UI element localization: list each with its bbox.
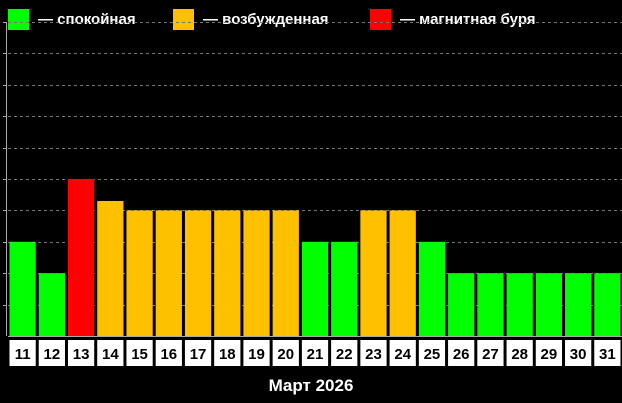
x-tick-label: 26 bbox=[453, 346, 470, 363]
day-label-box bbox=[126, 340, 153, 366]
x-tick-label: 24 bbox=[394, 346, 411, 363]
x-tick-label: 15 bbox=[131, 346, 148, 363]
day-label-box bbox=[9, 340, 36, 366]
x-tick-label: 30 bbox=[570, 346, 587, 363]
x-axis-label: Март 2026 bbox=[268, 376, 354, 395]
bar-day-28 bbox=[506, 273, 533, 336]
x-tick-label: 18 bbox=[219, 346, 236, 363]
bar-day-11 bbox=[9, 241, 36, 336]
bar-day-14 bbox=[97, 200, 124, 336]
day-label-box bbox=[155, 340, 182, 366]
day-label-box bbox=[389, 340, 416, 366]
day-label-box bbox=[360, 340, 387, 366]
bar-day-23 bbox=[360, 210, 387, 336]
legend-item-calm: — спокойная bbox=[8, 8, 136, 30]
day-label-box bbox=[97, 340, 124, 366]
bar-day-16 bbox=[155, 210, 182, 336]
bar-day-26 bbox=[448, 273, 475, 336]
day-label-box bbox=[418, 340, 446, 366]
x-tick-label: 16 bbox=[160, 346, 177, 363]
x-tick-label: 31 bbox=[599, 346, 616, 363]
x-tick-label: 23 bbox=[365, 346, 382, 363]
x-tick-label: 11 bbox=[15, 346, 31, 363]
legend-label-storm: — магнитная буря bbox=[400, 10, 536, 28]
day-label-box bbox=[243, 340, 270, 366]
bar-day-13 bbox=[67, 179, 95, 336]
bar-day-22 bbox=[331, 241, 358, 336]
x-tick-label: 12 bbox=[44, 346, 61, 363]
bar-day-25 bbox=[418, 241, 446, 336]
day-label-box bbox=[301, 340, 329, 366]
chart-legend: — спокойная — возбужденная — магнитная б… bbox=[0, 0, 622, 38]
x-tick-label: 25 bbox=[424, 346, 441, 363]
x-tick-label: 27 bbox=[482, 346, 499, 363]
legend-item-excited: — возбужденная bbox=[173, 8, 329, 30]
bar-day-21 bbox=[301, 241, 329, 336]
day-label-box bbox=[506, 340, 533, 366]
day-label-box bbox=[448, 340, 475, 366]
bar-day-15 bbox=[126, 210, 153, 336]
legend-swatch-storm bbox=[370, 8, 391, 30]
day-label-box bbox=[477, 340, 504, 366]
day-label-box bbox=[331, 340, 358, 366]
day-label-box bbox=[184, 340, 212, 366]
day-label-box bbox=[535, 340, 563, 366]
x-tick-label: 22 bbox=[336, 346, 353, 363]
bar-day-19 bbox=[243, 210, 270, 336]
x-tick-label: 19 bbox=[248, 346, 265, 363]
bar-day-24 bbox=[389, 210, 416, 336]
legend-label-excited: — возбужденная bbox=[203, 10, 329, 28]
day-label-box bbox=[565, 340, 592, 366]
bar-day-29 bbox=[535, 273, 563, 336]
bar-day-30 bbox=[565, 273, 592, 336]
bar-day-31 bbox=[594, 273, 621, 336]
day-label-box bbox=[67, 340, 95, 366]
bar-day-12 bbox=[38, 273, 65, 336]
day-label-box bbox=[594, 340, 621, 366]
bar-day-17 bbox=[184, 210, 212, 336]
legend-swatch-calm bbox=[8, 8, 29, 30]
x-tick-label: 29 bbox=[541, 346, 558, 363]
bar-day-18 bbox=[214, 210, 241, 336]
bar-day-27 bbox=[477, 273, 504, 336]
x-tick-label: 21 bbox=[307, 346, 324, 363]
legend-swatch-excited bbox=[173, 8, 194, 30]
day-label-box bbox=[214, 340, 241, 366]
legend-item-storm: — магнитная буря bbox=[370, 8, 536, 30]
x-tick-label: 13 bbox=[73, 346, 90, 363]
day-label-box bbox=[272, 340, 299, 366]
bar-day-20 bbox=[272, 210, 299, 336]
legend-label-calm: — спокойная bbox=[38, 10, 136, 28]
x-tick-label: 14 bbox=[102, 346, 119, 363]
x-tick-label: 20 bbox=[277, 346, 294, 363]
x-tick-label: 28 bbox=[511, 346, 528, 363]
day-label-box bbox=[38, 340, 65, 366]
x-tick-label: 17 bbox=[190, 346, 207, 363]
